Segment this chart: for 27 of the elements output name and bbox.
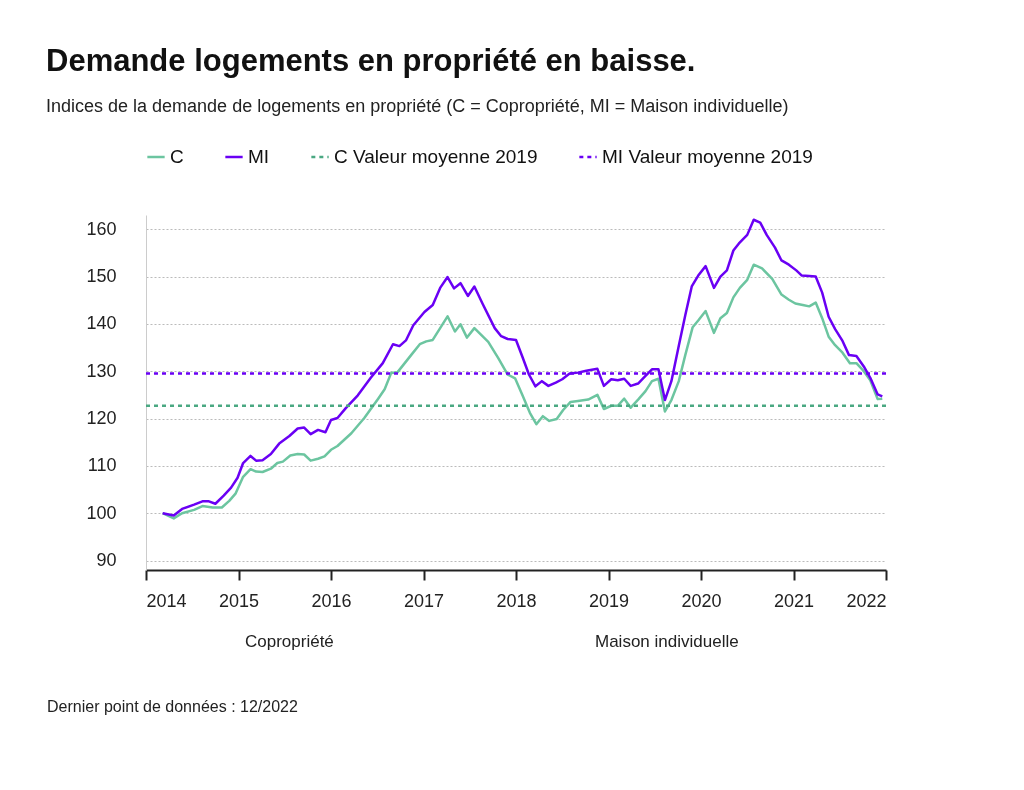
x-tick-label: 2020	[681, 590, 722, 611]
x-tick-label: 2016	[311, 590, 352, 611]
x-tick-label: 2021	[773, 590, 815, 611]
x-tick-label: 2019	[588, 590, 630, 611]
text: Dernier point de données : 12/2022	[47, 698, 299, 716]
y-tick-label: 130	[86, 360, 117, 381]
y-tick-label: 150	[86, 266, 117, 287]
x-tick-label: 2018	[496, 590, 537, 611]
y-tick-label: 100	[86, 502, 117, 523]
x-tick-label: 2017	[403, 590, 445, 611]
y-tick-label: 90	[96, 550, 117, 571]
legend-label: C Valeur moyenne 2019	[334, 146, 538, 167]
x-tick-label: 2014	[146, 590, 187, 611]
x-tick-label: 2015	[218, 590, 260, 611]
chart-subtitle: Indices de la demande de logements en propriété (C = Copropriété, MI = Maison individuelle)	[46, 96, 789, 116]
x-tick-label: 2022	[846, 590, 887, 611]
text: Maison individuelle	[595, 632, 739, 652]
y-tick-label: 160	[86, 218, 117, 239]
y-tick-label: 110	[87, 455, 117, 476]
y-tick-label: 140	[86, 313, 117, 334]
line-series	[161, 263, 884, 520]
legend-label: C	[170, 146, 184, 167]
text: Copropriété	[245, 632, 334, 652]
y-tick-label: 120	[86, 408, 117, 429]
legend-label: MI	[248, 146, 270, 167]
chart-title: Demande logements en propriété en baisse.	[46, 43, 696, 78]
legend-label: MI Valeur moyenne 2019	[602, 146, 813, 167]
